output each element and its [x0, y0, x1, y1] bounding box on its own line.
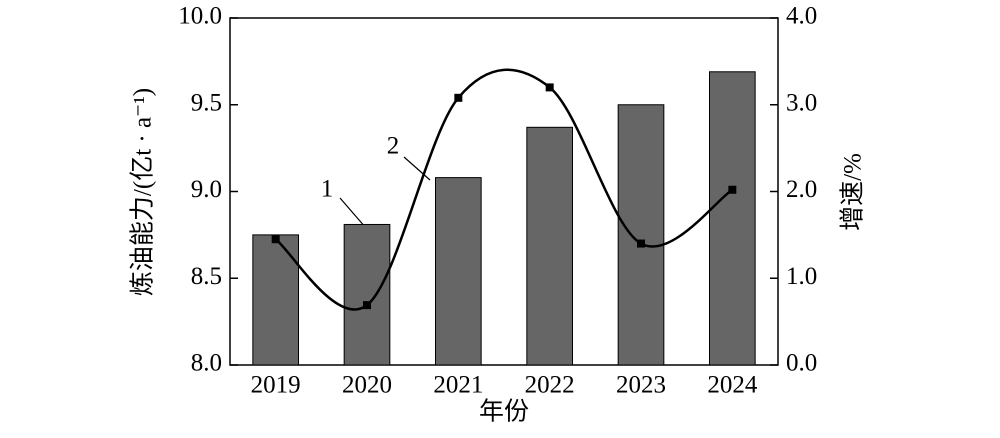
y-tick-label: 10.0	[178, 3, 222, 30]
y-tick-label: 8.0	[191, 350, 222, 377]
point	[637, 239, 645, 248]
bar	[252, 234, 299, 366]
y2-tick-label: 2.0	[786, 176, 817, 203]
y2-tick-label: 0.0	[786, 350, 817, 377]
x-tick-label: 2021	[433, 372, 483, 399]
y-tick-label: 8.5	[191, 263, 222, 290]
point	[363, 301, 371, 310]
series-label: 2	[387, 133, 400, 160]
bar	[435, 177, 482, 366]
x-tick-label: 2024	[707, 372, 758, 399]
leader-line	[339, 197, 367, 229]
leader-line	[403, 156, 431, 181]
y2-axis-label: 增速/%	[839, 153, 867, 231]
x-axis-label: 年份	[479, 398, 529, 426]
bar	[709, 71, 756, 366]
y2-tick-label: 1.0	[786, 263, 817, 290]
y-tick-label: 9.0	[191, 176, 222, 203]
x-tick-label: 2023	[616, 372, 666, 399]
y2-tick-label: 4.0	[786, 3, 817, 30]
point	[728, 185, 737, 194]
point	[271, 235, 280, 244]
bar	[617, 104, 665, 366]
bar	[526, 126, 573, 366]
series-label: 1	[321, 176, 334, 203]
x-tick-label: 2020	[342, 372, 392, 399]
x-tick-label: 2019	[251, 372, 301, 399]
point	[545, 83, 554, 92]
x-tick-label: 2022	[525, 372, 575, 399]
y-tick-label: 9.5	[191, 89, 222, 116]
y2-tick-label: 3.0	[786, 89, 817, 116]
point	[454, 93, 463, 102]
y-axis-label: 炼油能力/(亿t · a⁻¹)	[129, 88, 157, 296]
bar	[343, 223, 391, 366]
